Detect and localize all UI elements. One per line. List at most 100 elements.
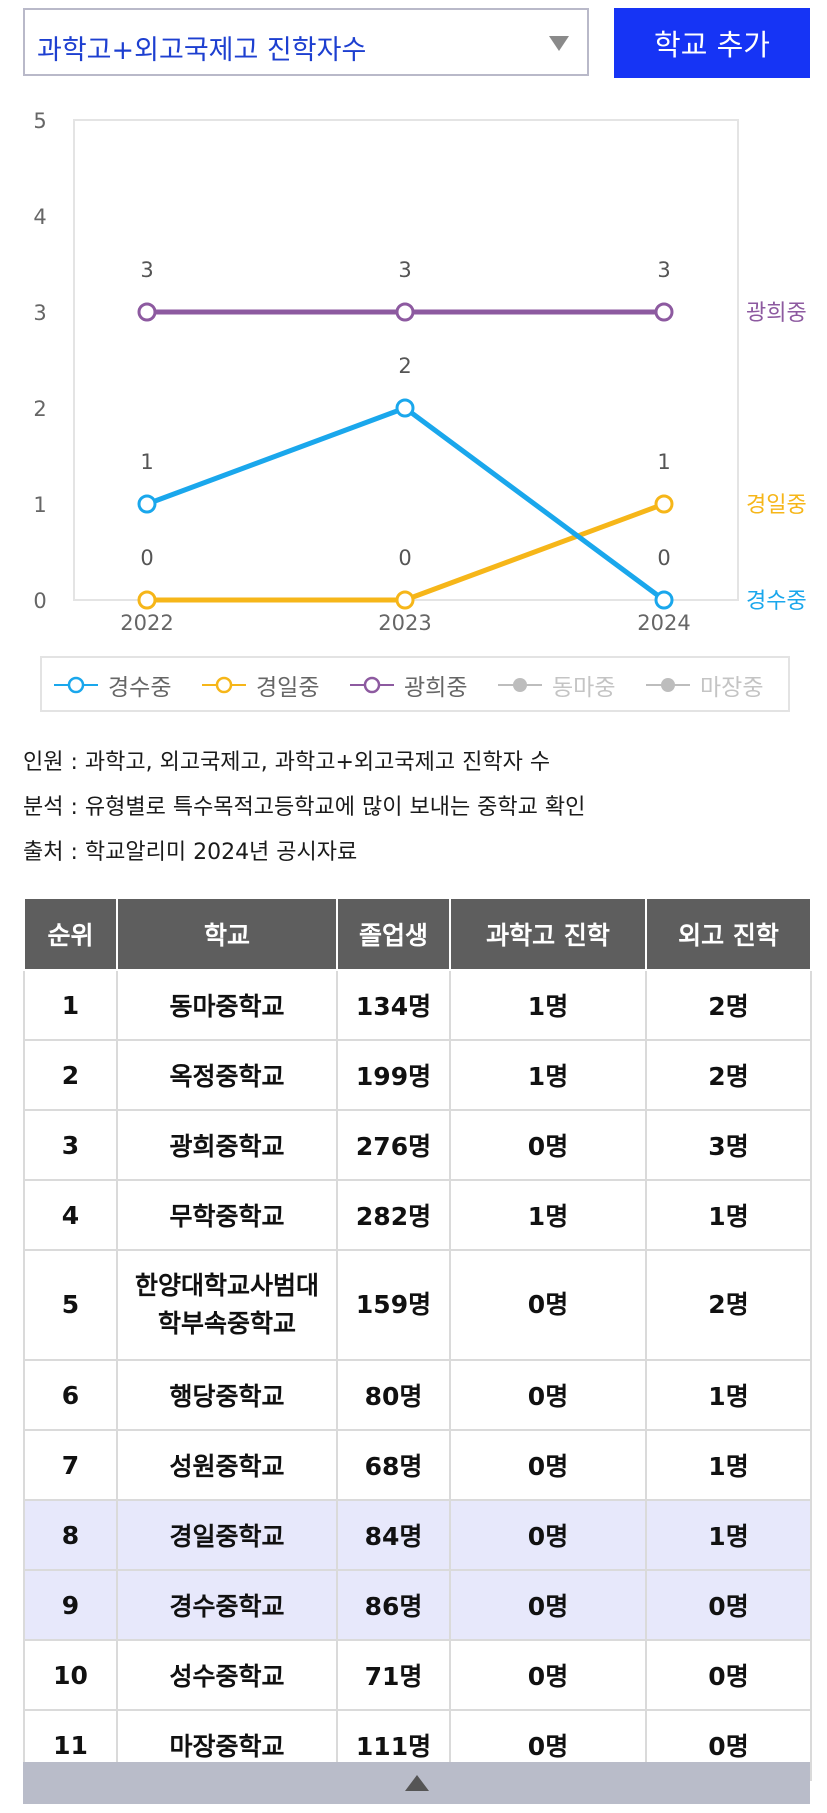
cell-rank: 4: [23, 1179, 118, 1251]
cell-rank: 7: [23, 1429, 118, 1501]
data-label: 3: [140, 258, 153, 282]
x-tick-label: 2023: [378, 611, 431, 635]
data-label: 3: [398, 258, 411, 282]
y-tick-label: 1: [33, 493, 46, 517]
cell-school: 무학중학교: [116, 1179, 338, 1251]
cell-foreign: 0명: [645, 1639, 812, 1711]
line-marker-icon: [54, 676, 98, 694]
cell-science: 1명: [449, 1039, 647, 1111]
cell-science: 0명: [449, 1429, 647, 1501]
line-marker-icon: [350, 676, 394, 694]
y-tick-label: 0: [33, 589, 46, 613]
ranking-table: 순위 학교 졸업생 과학고 진학 외고 진학 1 동마중학교 134명 1명 2…: [23, 897, 812, 1781]
cell-school: 행당중학교: [116, 1359, 338, 1431]
data-label: 0: [398, 546, 411, 570]
table-header-row: 순위 학교 졸업생 과학고 진학 외고 진학: [23, 897, 812, 971]
cell-graduates: 134명: [336, 969, 451, 1041]
cell-school: 한양대학교사범대 학부속중학교: [116, 1249, 338, 1361]
legend-item-dongma[interactable]: 동마중: [498, 670, 616, 701]
data-label: 3: [657, 258, 670, 282]
cell-school: 옥정중학교: [116, 1039, 338, 1111]
header-science: 과학고 진학: [449, 897, 647, 971]
note-analysis: 분석 : 유형별로 특수목적고등학교에 많이 보내는 중학교 확인: [23, 795, 586, 820]
cell-science: 0명: [449, 1639, 647, 1711]
y-tick-label: 4: [33, 205, 46, 229]
y-tick-label: 2: [33, 397, 46, 421]
cell-science: 0명: [449, 1249, 647, 1361]
metric-select-value: 과학고+외고국제고 진학자수: [37, 35, 367, 66]
metric-select[interactable]: 과학고+외고국제고 진학자수: [23, 8, 589, 76]
legend-item-majang[interactable]: 마장중: [646, 670, 764, 701]
cell-school: 경수중학교: [116, 1569, 338, 1641]
data-point: [395, 590, 415, 610]
table-row: 4 무학중학교 282명 1명 1명: [23, 1179, 812, 1251]
header-foreign: 외고 진학: [645, 897, 812, 971]
cell-foreign: 0명: [645, 1569, 812, 1641]
data-point: [395, 398, 415, 418]
table-row: 5 한양대학교사범대 학부속중학교 159명 0명 2명: [23, 1249, 812, 1361]
cell-foreign: 1명: [645, 1499, 812, 1571]
collapse-table-button[interactable]: [23, 1762, 810, 1804]
cell-foreign: 1명: [645, 1179, 812, 1251]
add-school-button[interactable]: 학교 추가: [614, 8, 810, 78]
table-row-highlighted: 8 경일중학교 84명 0명 1명: [23, 1499, 812, 1571]
chart-notes: 인원 : 과학고, 외고국제고, 과학고+외고국제고 진학자 수 분석 : 유형…: [23, 740, 585, 875]
legend-label: 동마중: [552, 675, 616, 701]
line-marker-icon: [498, 678, 542, 692]
note-source: 출처 : 학교알리미 2024년 공시자료: [23, 840, 358, 865]
table-row: 7 성원중학교 68명 0명 1명: [23, 1429, 812, 1501]
cell-school: 성수중학교: [116, 1639, 338, 1711]
cell-foreign: 1명: [645, 1359, 812, 1431]
data-point: [137, 494, 157, 514]
cell-science: 0명: [449, 1109, 647, 1181]
cell-graduates: 282명: [336, 1179, 451, 1251]
cell-graduates: 86명: [336, 1569, 451, 1641]
header-graduates: 졸업생: [336, 897, 451, 971]
cell-graduates: 80명: [336, 1359, 451, 1431]
legend-label: 경일중: [256, 675, 320, 701]
header-school: 학교: [116, 897, 338, 971]
cell-graduates: 68명: [336, 1429, 451, 1501]
cell-school: 광희중학교: [116, 1109, 338, 1181]
cell-graduates: 159명: [336, 1249, 451, 1361]
cell-school: 성원중학교: [116, 1429, 338, 1501]
table-row: 1 동마중학교 134명 1명 2명: [23, 969, 812, 1041]
series-end-label: 경일중: [746, 493, 807, 518]
x-tick-label: 2024: [637, 611, 690, 635]
legend-label: 마장중: [700, 675, 764, 701]
legend-item-gyeongil[interactable]: 경일중: [202, 670, 320, 701]
cell-science: 1명: [449, 969, 647, 1041]
cell-science: 0명: [449, 1569, 647, 1641]
cell-science: 0명: [449, 1359, 647, 1431]
table-row-highlighted: 9 경수중학교 86명 0명 0명: [23, 1569, 812, 1641]
chevron-down-icon: [549, 36, 569, 51]
data-point: [654, 302, 674, 322]
table-row: 2 옥정중학교 199명 1명 2명: [23, 1039, 812, 1111]
data-point: [137, 302, 157, 322]
table-row: 6 행당중학교 80명 0명 1명: [23, 1359, 812, 1431]
cell-school-line: 학부속중학교: [157, 1309, 296, 1338]
cell-rank: 9: [23, 1569, 118, 1641]
data-point: [654, 590, 674, 610]
cell-graduates: 276명: [336, 1109, 451, 1181]
cell-foreign: 3명: [645, 1109, 812, 1181]
legend-item-gwanghui[interactable]: 광희중: [350, 670, 468, 701]
y-tick-label: 5: [33, 109, 46, 133]
header-rank: 순위: [23, 897, 118, 971]
data-point: [395, 302, 415, 322]
cell-rank: 2: [23, 1039, 118, 1111]
cell-foreign: 2명: [645, 1039, 812, 1111]
cell-rank: 1: [23, 969, 118, 1041]
cell-science: 1명: [449, 1179, 647, 1251]
series-end-label: 광희중: [746, 301, 807, 326]
data-point: [654, 494, 674, 514]
legend-label: 광희중: [404, 675, 468, 701]
cell-rank: 6: [23, 1359, 118, 1431]
cell-graduates: 71명: [336, 1639, 451, 1711]
note-personnel: 인원 : 과학고, 외고국제고, 과학고+외고국제고 진학자 수: [23, 750, 551, 775]
cell-graduates: 199명: [336, 1039, 451, 1111]
cell-school: 동마중학교: [116, 969, 338, 1041]
legend-item-gyeongsu[interactable]: 경수중: [54, 670, 171, 701]
data-label: 2: [398, 354, 411, 378]
table-row: 10 성수중학교 71명 0명 0명: [23, 1639, 812, 1711]
